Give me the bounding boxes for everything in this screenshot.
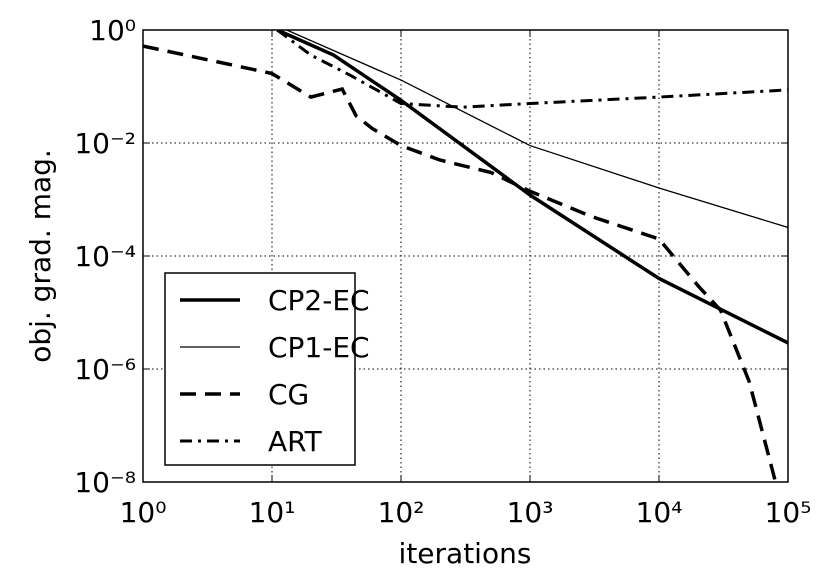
plot-frame	[142, 29, 789, 483]
series-line	[276, 30, 788, 345]
legend-label: CP1-EC	[268, 331, 370, 364]
y-tick-label: 10⁻⁴	[74, 240, 136, 273]
series-line	[276, 30, 788, 109]
y-tick-label: 10⁰	[89, 14, 136, 47]
y-tick-label: 10⁻⁸	[74, 466, 136, 499]
x-tick-label: 10⁴	[636, 496, 683, 529]
x-axis-label: iterations	[399, 537, 532, 570]
y-tick-label: 10⁻²	[74, 127, 136, 160]
x-tick-label: 10³	[507, 496, 554, 529]
y-axis-label: obj. grad. mag.	[24, 149, 57, 363]
y-tick-label: 10⁻⁶	[74, 353, 136, 386]
x-tick-label: 10¹	[249, 496, 296, 529]
series-line	[286, 30, 788, 229]
legend-label: CP2-EC	[268, 284, 370, 317]
legend-label: ART	[268, 425, 323, 458]
series-line	[143, 44, 778, 482]
legend-label: CG	[268, 378, 309, 411]
legend-box	[164, 272, 356, 466]
x-tick-label: 10⁰	[120, 496, 167, 529]
x-tick-label: 10⁵	[765, 496, 812, 529]
x-tick-label: 10²	[378, 496, 425, 529]
